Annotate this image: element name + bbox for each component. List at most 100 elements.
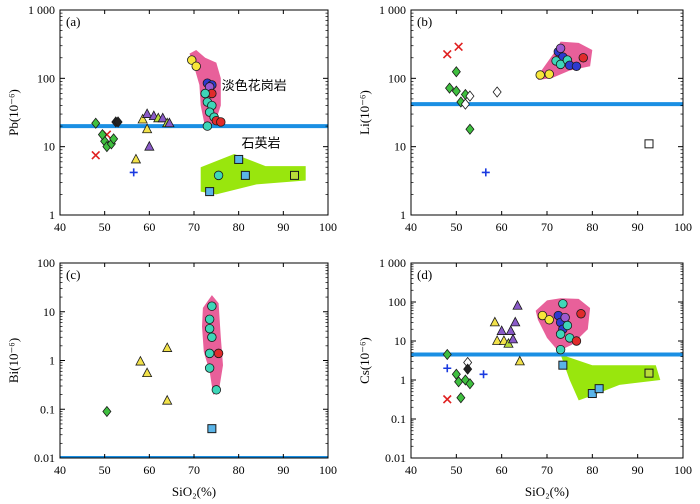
y-tick-label: 10 [394,140,406,154]
data-point-circle [562,320,573,331]
data-point-square [587,389,597,399]
data-point-square [644,368,654,378]
data-point-diamond [102,405,112,418]
plot-area [60,295,328,458]
x-tick-label: 90 [632,220,644,234]
data-point-cross [442,394,452,404]
x-tick-label: 60 [143,463,155,477]
data-point-diamond [97,128,107,141]
data-point-triangle [141,367,153,378]
plot-frame [410,9,684,216]
data-point-square [240,170,250,180]
data-point-circle [200,88,210,99]
data-point-diamond [113,116,123,128]
y-tick-label: 10 [394,334,406,348]
data-point-diamond [465,123,475,135]
data-point-triangle [157,112,168,123]
y-tick-label: 0.01 [34,451,55,465]
data-point-diamond [109,133,119,145]
data-point-triangle [505,325,516,335]
plot-area [411,298,683,404]
data-point-diamond [465,90,475,102]
x-tick-label: 40 [54,463,66,477]
x-axis-title: SiO₂(%) [172,484,216,499]
data-point-circle [207,301,217,311]
data-point-triangle [137,113,148,124]
data-point-diamond [451,85,461,97]
x-tick-label: 80 [586,220,598,234]
data-point-circle [544,315,554,325]
x-tick-label: 50 [99,220,111,234]
data-point-triangle [496,325,507,335]
data-point-circle [555,344,566,355]
x-tick-label: 40 [54,220,66,234]
data-point-circle [213,348,224,359]
plot-frame [59,9,329,216]
data-point-triangle [514,355,525,366]
data-point-circle [571,336,582,346]
x-tick-label: 90 [277,220,289,234]
x-tick-label: 80 [586,463,598,477]
data-point-circle [555,43,566,54]
data-point-circle [555,329,566,339]
x-tick-label: 50 [450,463,462,477]
panel-2: 40 50 60 70 80 90 100 0.01 0.1 1 10 100 (c) Bi(10⁻⁶) S… [6,256,337,499]
x-tick-label: 90 [277,463,289,477]
data-point-cross [442,49,452,59]
data-point-circle [560,312,570,323]
x-tick-label: 100 [674,220,692,234]
data-point-circle [544,69,554,79]
x-tick-label: 60 [143,220,155,234]
region-label: 淡色花岗岩 [222,78,287,94]
data-point-square [594,384,604,394]
panel-label: (c) [66,267,80,282]
data-point-triangle [130,153,142,164]
x-tick-label: 100 [674,463,692,477]
data-point-triangle [164,117,175,128]
y-tick-label: 10 [43,305,55,319]
x-tick-label: 60 [496,220,508,234]
data-point-circle [558,299,568,309]
data-point-circle [555,59,566,70]
data-point-plus [479,370,488,379]
data-point-square [207,424,217,434]
data-point-plus [129,168,138,177]
y-axis-title: Li(10⁻⁶) [357,90,372,135]
x-tick-label: 100 [319,463,337,477]
data-point-circle [537,310,548,321]
x-tick-label: 50 [99,463,111,477]
y-tick-label: 100 [37,256,55,270]
data-point-triangle [162,342,173,352]
data-point-triangle [510,316,521,327]
data-point-circle [204,363,215,373]
data-point-square [205,187,215,197]
data-point-circle [207,332,217,342]
data-point-circle [191,61,201,72]
y-tick-label: 1 [49,354,55,368]
region-label: 石英岩 [241,137,280,152]
y-tick-label: 0.01 [385,451,406,465]
y-tick-label: 1 000 [379,256,406,270]
x-tick-label: 40 [405,220,417,234]
y-tick-label: 1 [400,208,406,222]
data-point-circle [202,121,213,131]
field-region-1 [560,354,661,401]
panel-label: (b) [417,14,432,29]
x-tick-label: 90 [632,463,644,477]
data-point-diamond [451,66,461,78]
data-point-circle [576,309,586,319]
y-tick-label: 1 000 [28,3,55,17]
data-point-diamond [492,86,502,98]
data-point-circle [204,323,215,334]
data-point-circle [204,314,215,325]
y-tick-label: 0.1 [391,412,406,426]
x-tick-label: 70 [188,463,200,477]
panel-label: (a) [66,14,80,29]
data-point-triangle [162,394,173,405]
x-axis-title: SiO₂(%) [525,484,569,499]
x-tick-label: 50 [450,220,462,234]
data-point-circle [578,53,588,63]
